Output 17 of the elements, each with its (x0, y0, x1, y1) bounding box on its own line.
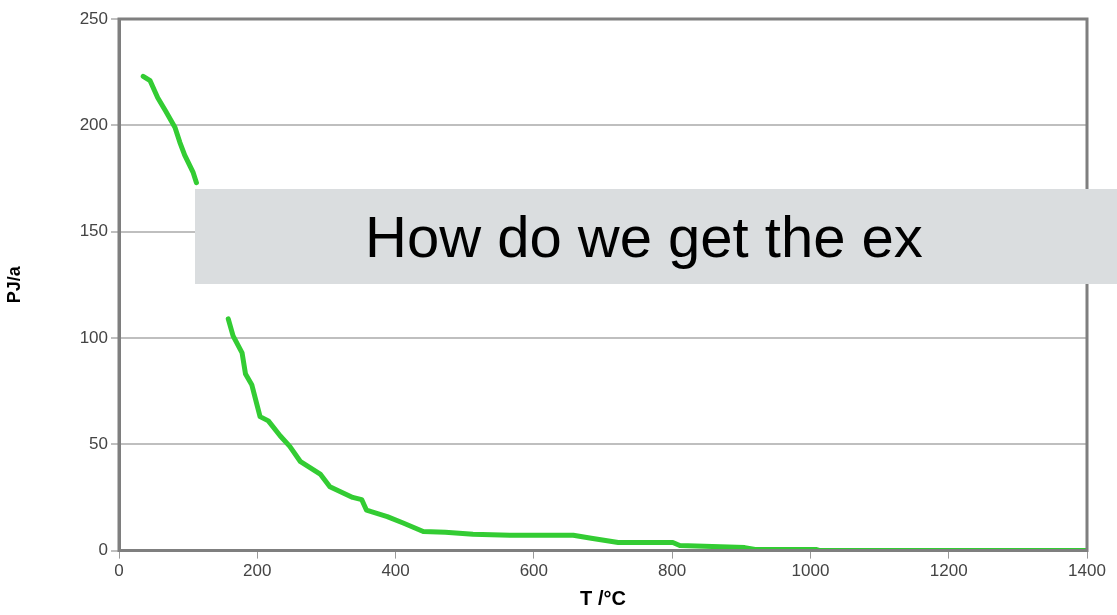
caption-box: How do we get the ex (195, 189, 1117, 284)
x-tick-label: 400 (381, 561, 410, 581)
y-tick-label: 50 (89, 433, 108, 453)
y-axis-title: PJ/a (3, 265, 24, 304)
x-tick-label: 600 (519, 561, 549, 581)
y-tick-label: 0 (98, 540, 108, 560)
x-tick-label: 0 (114, 561, 124, 581)
y-tick-label: 200 (79, 115, 108, 135)
x-tick-label: 1200 (929, 561, 968, 581)
x-tick-label: 1400 (1068, 561, 1106, 581)
x-tick-label: 1000 (791, 561, 830, 581)
y-tick-label: 100 (79, 327, 108, 347)
y-tick-label: 250 (79, 8, 108, 28)
y-tick-label: 150 (79, 221, 108, 241)
x-tick-label: 800 (657, 561, 687, 581)
x-tick-label: 200 (243, 561, 272, 581)
x-axis-title: T /°C (580, 586, 626, 609)
